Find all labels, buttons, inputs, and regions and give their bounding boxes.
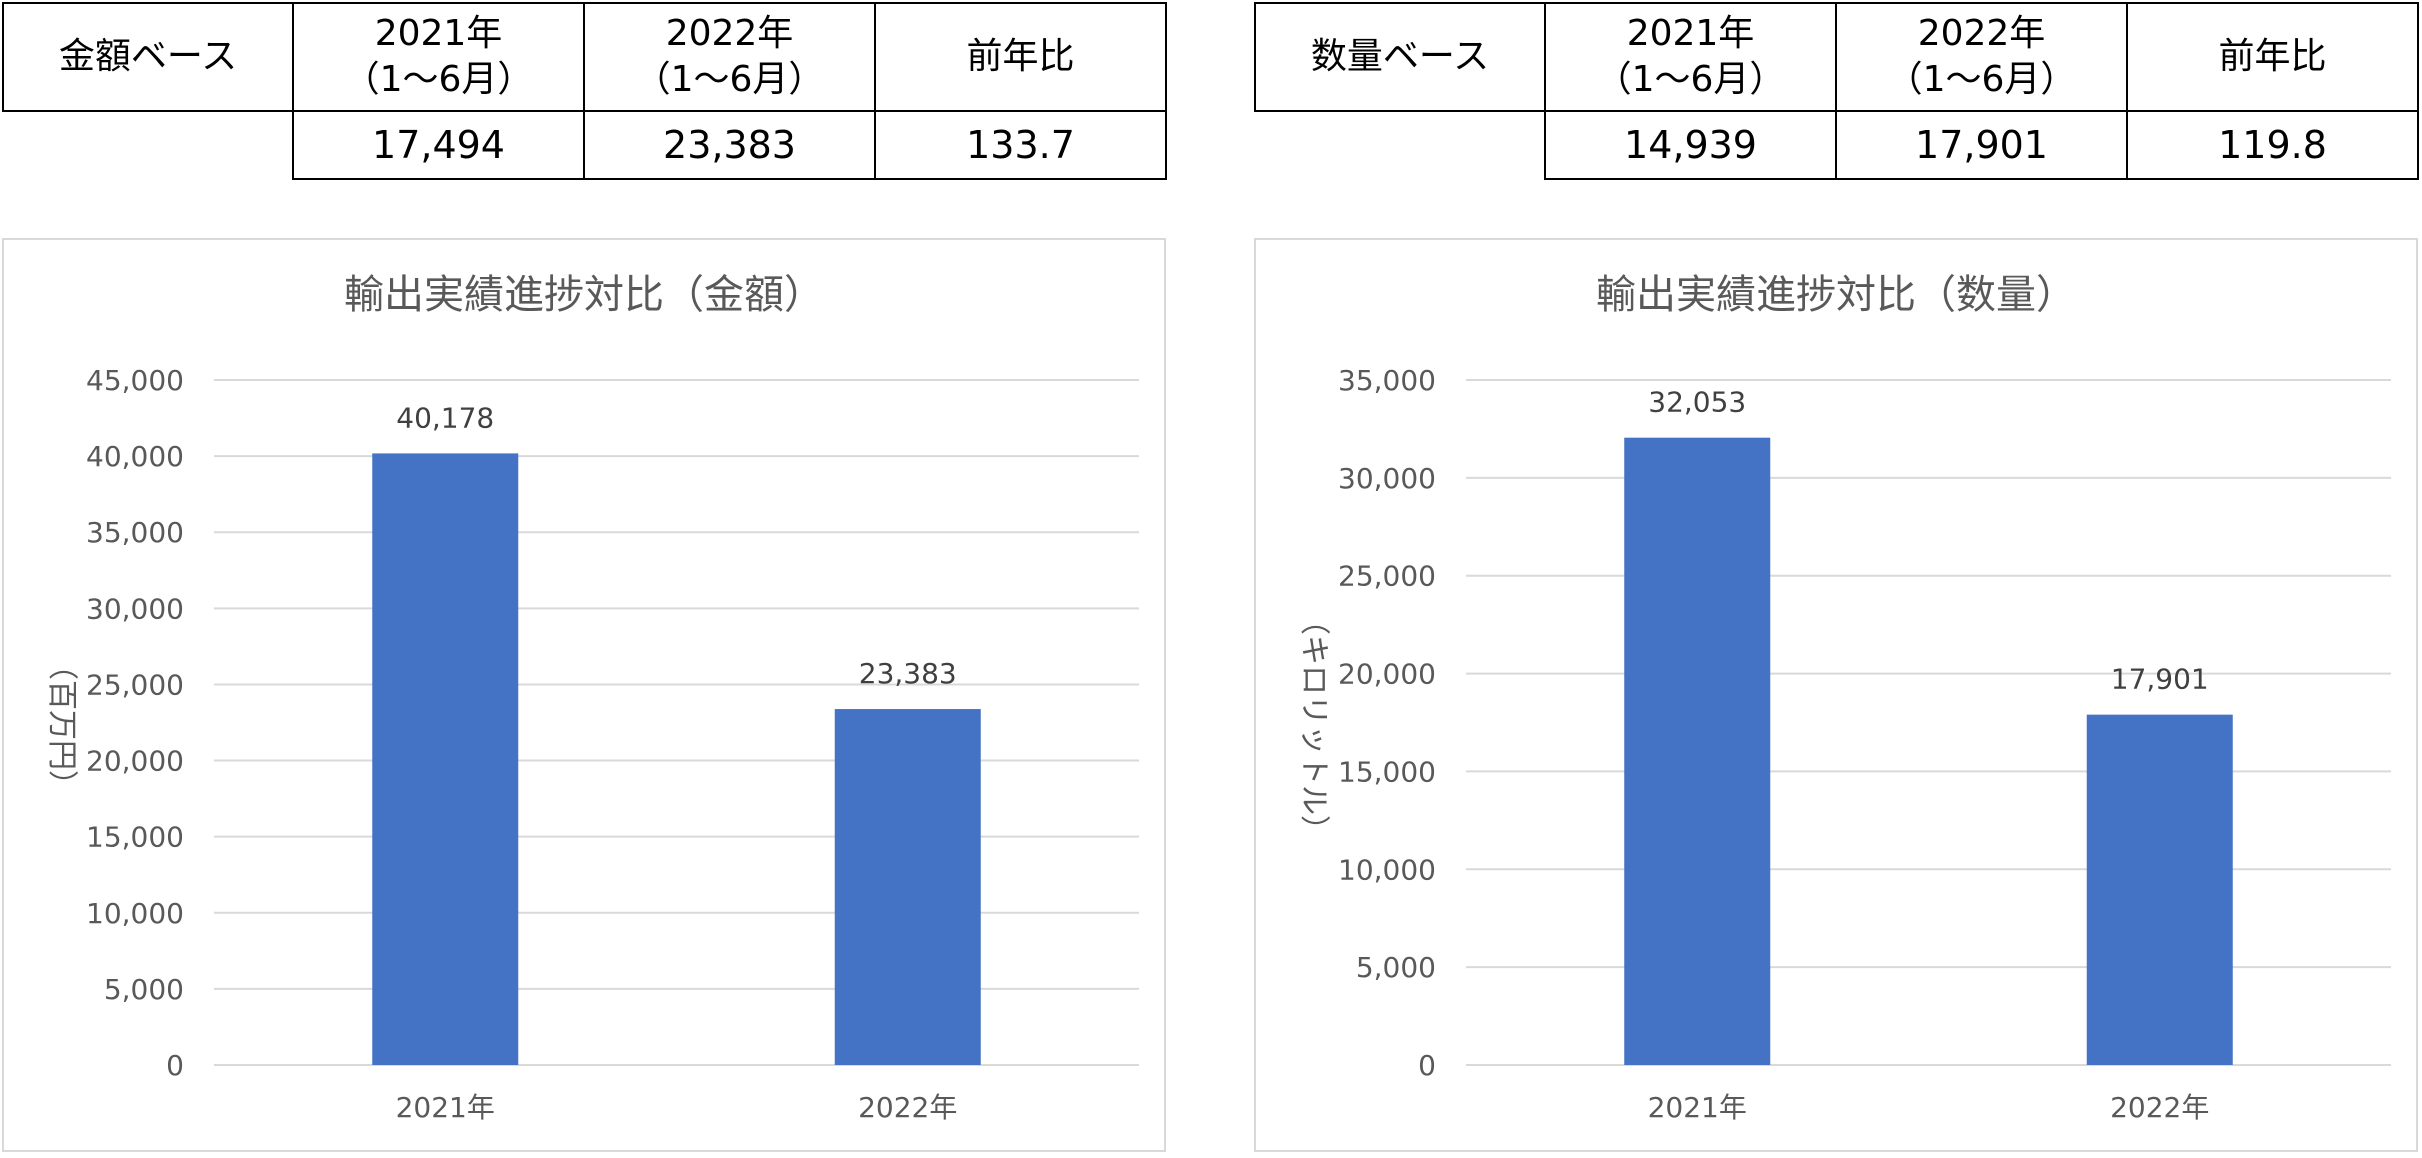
- data-label: 32,053: [1648, 386, 1746, 419]
- y-tick-label: 45,000: [86, 364, 184, 397]
- table-header-2021: 2021年 （1～6月）: [1544, 2, 1837, 112]
- y-tick-label: 25,000: [1338, 560, 1436, 593]
- data-label: 17,901: [2111, 663, 2209, 696]
- y-tick-label: 0: [1418, 1049, 1436, 1082]
- y-tick-label: 10,000: [86, 897, 184, 930]
- table-blank-cell: [3, 111, 293, 179]
- table-header-2022: 2022年 （1～6月）: [1835, 2, 2128, 112]
- y-tick-label: 15,000: [1338, 755, 1436, 788]
- x-tick-label: 2021年: [396, 1091, 495, 1124]
- bar-chart-amount: 輸出実績進捗対比（金額） （百万円） 0 5,000 10,000 15,000 20,…: [44, 272, 1139, 1124]
- x-tick-label: 2022年: [2110, 1091, 2209, 1124]
- y-tick-label: 35,000: [1338, 364, 1436, 397]
- y-tick-label: 0: [166, 1049, 184, 1082]
- y-tick-label: 20,000: [86, 745, 184, 778]
- chart-title: 輸出実績進捗対比（数量）: [1596, 272, 2076, 318]
- table-header-2022: 2022年 （1～6月）: [583, 2, 876, 112]
- table-header-yoy: 前年比: [2126, 2, 2419, 112]
- summary-table-volume: 数量ベース 2021年 （1～6月） 2022年 （1～6月） 前年比 14,9…: [1254, 2, 2419, 180]
- y-tick-label: 35,000: [86, 516, 184, 549]
- table-header-yoy: 前年比: [874, 2, 1167, 112]
- y-tick-label: 40,000: [86, 440, 184, 473]
- y-tick-label: 30,000: [86, 592, 184, 625]
- header-period: （1～6月）: [1595, 59, 1786, 100]
- table-header-base: 数量ベース: [1254, 2, 1546, 112]
- y-tick-label: 20,000: [1338, 658, 1436, 691]
- bar: [2086, 714, 2233, 1065]
- x-tick-label: 2022年: [858, 1091, 957, 1124]
- table-header-2021: 2021年 （1～6月）: [292, 2, 585, 112]
- header-year: 2022年: [665, 13, 794, 54]
- y-tick-label: 25,000: [86, 668, 184, 701]
- data-label: 40,178: [396, 401, 494, 434]
- table-cell-2021: 17,494: [292, 110, 585, 180]
- y-tick-label: 5,000: [1356, 951, 1436, 984]
- y-tick-label: 10,000: [1338, 853, 1436, 886]
- bar: [1624, 437, 1771, 1065]
- header-period: （1～6月）: [634, 59, 825, 100]
- summary-table-amount: 金額ベース 2021年 （1～6月） 2022年 （1～6月） 前年比 17,4…: [2, 2, 1167, 180]
- bar: [834, 709, 981, 1065]
- x-tick-label: 2021年: [1648, 1091, 1747, 1124]
- header-period: （1～6月）: [343, 59, 534, 100]
- table-cell-2022: 17,901: [1835, 110, 2128, 180]
- bar-chart-volume: 輸出実績進捗対比（数量） （キロリットル） 0 5,000 10,000 15,000…: [1296, 272, 2391, 1124]
- y-axis-label: （キロリットル）: [1296, 605, 1331, 845]
- table-cell-yoy: 119.8: [2126, 110, 2419, 180]
- table-blank-cell: [1255, 111, 1545, 179]
- chart-panel-volume: 輸出実績進捗対比（数量） （キロリットル） 0 5,000 10,000 15,000…: [1254, 238, 2418, 1152]
- table-cell-2022: 23,383: [583, 110, 876, 180]
- table-cell-yoy: 133.7: [874, 110, 1167, 180]
- chart-panel-amount: 輸出実績進捗対比（金額） （百万円） 0 5,000 10,000 15,000 20,…: [2, 238, 1166, 1152]
- chart-title: 輸出実績進捗対比（金額）: [344, 272, 824, 318]
- table-cell-2021: 14,939: [1544, 110, 1837, 180]
- header-year: 2021年: [1626, 13, 1755, 54]
- data-label: 23,383: [859, 657, 957, 690]
- y-tick-label: 5,000: [104, 973, 184, 1006]
- y-tick-label: 30,000: [1338, 462, 1436, 495]
- y-axis-label: （百万円）: [44, 650, 79, 800]
- y-tick-label: 15,000: [86, 821, 184, 854]
- header-period: （1～6月）: [1886, 59, 2077, 100]
- bar: [372, 453, 519, 1065]
- table-header-base: 金額ベース: [2, 2, 294, 112]
- header-year: 2021年: [374, 13, 503, 54]
- header-year: 2022年: [1917, 13, 2046, 54]
